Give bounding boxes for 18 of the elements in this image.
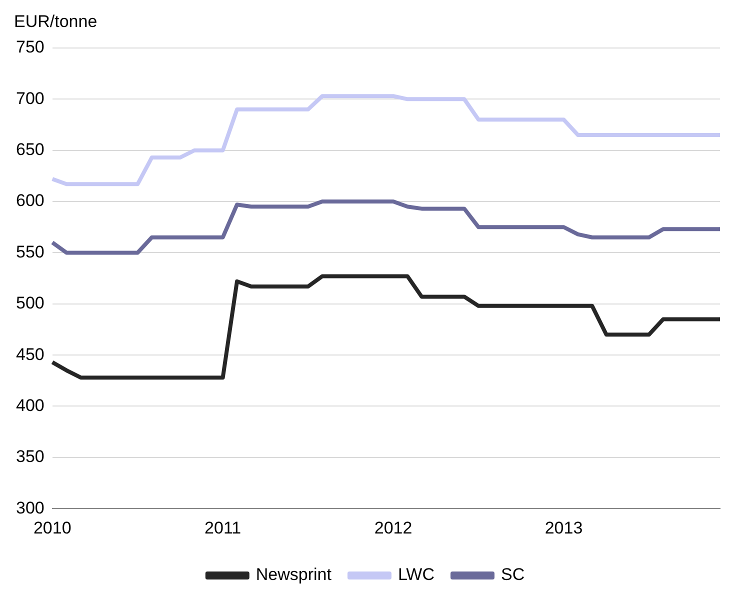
- legend-label: SC: [500, 565, 525, 584]
- y-axis-title: EUR/tonne: [14, 12, 98, 32]
- legend-label: LWC: [398, 565, 434, 584]
- legend-label: Newsprint: [256, 565, 332, 584]
- y-tick-label: 700: [16, 88, 44, 108]
- y-tick-label: 600: [16, 191, 44, 210]
- x-tick-label: 2011: [204, 518, 242, 538]
- y-tick-label: 400: [16, 396, 44, 415]
- y-tick-label: 650: [16, 140, 44, 160]
- y-tick-label: 300: [16, 498, 44, 518]
- y-tick-label: 350: [16, 447, 44, 466]
- x-tick-label: 2012: [374, 518, 412, 538]
- y-tick-label: 750: [16, 38, 44, 57]
- y-tick-label: 550: [16, 242, 44, 262]
- x-tick-label: 2013: [544, 518, 583, 538]
- y-tick-label: 450: [16, 344, 44, 364]
- x-tick-label: 2010: [33, 518, 72, 538]
- y-tick-label: 500: [16, 294, 44, 313]
